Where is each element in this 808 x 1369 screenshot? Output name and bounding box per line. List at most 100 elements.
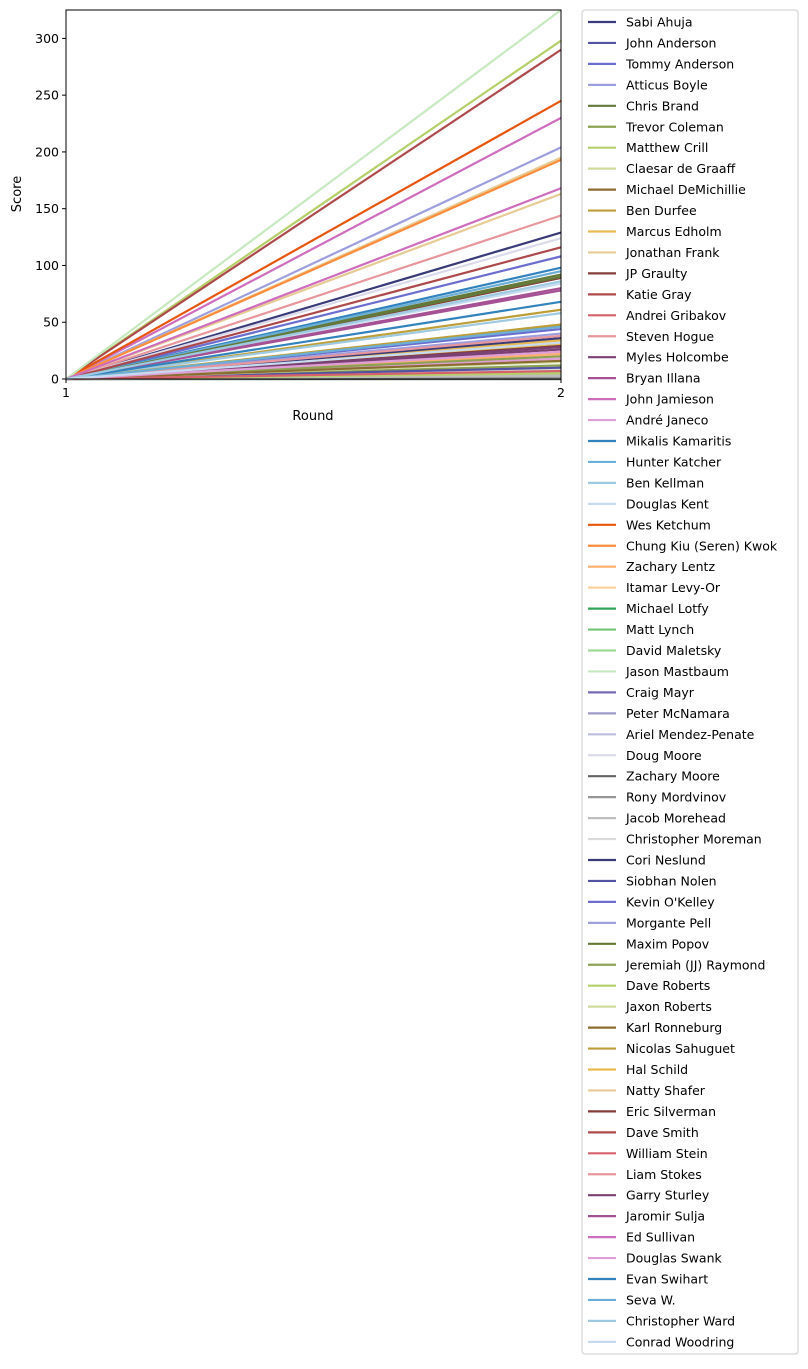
series-line <box>65 9 562 380</box>
legend-entry: Evan Swihart <box>588 1272 708 1287</box>
legend-entry: Peter McNamara <box>588 706 730 721</box>
series-line <box>65 312 562 381</box>
legend: Sabi Ahuja John Anderson Tommy Anderson Att… <box>581 9 799 1355</box>
legend-entry: Hal Schild <box>588 1062 688 1077</box>
legend-entry: Jaxon Roberts <box>588 999 712 1014</box>
legend-entry: Douglas Kent <box>588 496 709 511</box>
x-axis-label: Round <box>292 409 333 424</box>
legend-entry: Itamar Levy-Or <box>588 580 721 595</box>
legend-label: Peter McNamara <box>626 706 730 721</box>
legend-label: Siobhan Nolen <box>626 873 717 888</box>
legend-label: JP Graulty <box>625 266 688 281</box>
legend-label: Morgante Pell <box>626 915 711 930</box>
legend-entry: Sabi Ahuja <box>588 15 693 30</box>
legend-label: Liam Stokes <box>626 1167 702 1182</box>
legend-label: Zachary Moore <box>626 769 720 784</box>
legend-entry: Craig Mayr <box>588 685 695 700</box>
legend-entry: Christopher Ward <box>588 1313 735 1328</box>
legend-label: John Jamieson <box>625 392 714 407</box>
legend-label: Claesar de Graaff <box>626 161 736 176</box>
legend-label: Trevor Coleman <box>625 119 724 134</box>
legend-entry: Liam Stokes <box>588 1167 702 1182</box>
series-line <box>65 287 562 381</box>
legend-entry: Bryan Illana <box>588 371 701 386</box>
legend-frame <box>581 9 799 1355</box>
legend-entry: André Janeco <box>588 413 708 428</box>
legend-entry: Chung Kiu (Seren) Kwok <box>588 538 778 553</box>
x-tick-label: 1 <box>62 385 70 400</box>
legend-label: Bryan Illana <box>626 371 701 386</box>
legend-label: André Janeco <box>626 413 708 428</box>
series-line <box>65 99 562 380</box>
legend-entry: Siobhan Nolen <box>588 873 717 888</box>
series-line <box>65 158 562 381</box>
legend-entry: Wes Ketchum <box>588 517 711 532</box>
legend-label: Eric Silverman <box>626 1104 716 1119</box>
y-tick-label: 250 <box>35 88 59 103</box>
legend-entry: Mikalis Kamaritis <box>588 434 731 449</box>
legend-entry: Tommy Anderson <box>588 56 734 71</box>
legend-entry: Matthew Crill <box>588 140 708 155</box>
series-line <box>65 280 562 381</box>
legend-label: Dave Smith <box>626 1125 699 1140</box>
legend-entry: Ben Kellman <box>588 475 704 490</box>
legend-entry: Jaromir Sulja <box>588 1209 705 1224</box>
legend-entry: Ariel Mendez-Penate <box>588 727 755 742</box>
legend-label: Chris Brand <box>626 98 699 113</box>
legend-entry: Matt Lynch <box>588 622 694 637</box>
legend-label: Zachary Lentz <box>626 559 715 574</box>
legend-label: Seva W. <box>626 1292 676 1307</box>
legend-label: Matt Lynch <box>626 622 694 637</box>
legend-label: Maxim Popov <box>626 936 710 951</box>
legend-label: Jaromir Sulja <box>625 1209 705 1224</box>
legend-entry: Marcus Edholm <box>588 224 722 239</box>
legend-label: Katie Gray <box>626 287 692 302</box>
legend-label: Cori Neslund <box>626 853 706 868</box>
legend-label: Michael Lotfy <box>626 601 709 616</box>
legend-label: Tommy Anderson <box>625 56 734 71</box>
legend-label: Christopher Moreman <box>626 832 762 847</box>
series-line <box>65 369 562 381</box>
legend-label: Steven Hogue <box>626 329 714 344</box>
legend-label: Dave Roberts <box>626 978 710 993</box>
legend-label: Mikalis Kamaritis <box>626 434 731 449</box>
y-tick-label: 100 <box>35 258 59 273</box>
legend-label: Ben Kellman <box>626 475 704 490</box>
legend-label: Myles Holcombe <box>626 350 729 365</box>
legend-label: Wes Ketchum <box>626 517 711 532</box>
x-tick-label: 2 <box>557 385 565 400</box>
legend-entry: Maxim Popov <box>588 936 710 951</box>
legend-entry: Cori Neslund <box>588 853 706 868</box>
series-line <box>65 325 562 381</box>
y-tick-label: 50 <box>43 315 59 330</box>
legend-entry: Natty Shafer <box>588 1083 706 1098</box>
series-line <box>65 359 562 381</box>
legend-label: Jacob Morehead <box>625 811 726 826</box>
legend-label: Jason Mastbaum <box>625 664 729 679</box>
legend-entry: Myles Holcombe <box>588 350 729 365</box>
series-line <box>65 187 562 381</box>
legend-entry: Trevor Coleman <box>588 119 724 134</box>
legend-label: Atticus Boyle <box>626 77 708 92</box>
legend-label: Ben Durfee <box>626 203 697 218</box>
legend-entry: Eric Silverman <box>588 1104 716 1119</box>
legend-entry: Claesar de Graaff <box>588 161 736 176</box>
legend-entry: William Stein <box>588 1146 708 1161</box>
legend-label: Hal Schild <box>626 1062 688 1077</box>
legend-label: Matthew Crill <box>626 140 708 155</box>
legend-entry: John Anderson <box>588 35 716 50</box>
series-line <box>65 146 562 380</box>
legend-entry: Atticus Boyle <box>588 77 708 92</box>
legend-entry: Dave Smith <box>588 1125 699 1140</box>
series-line <box>65 116 562 380</box>
y-tick-label: 200 <box>35 144 59 159</box>
legend-label: Hunter Katcher <box>626 454 722 469</box>
legend-label: Chung Kiu (Seren) Kwok <box>626 538 778 553</box>
series-line <box>65 48 562 380</box>
legend-entry: Seva W. <box>588 1292 676 1307</box>
plot-frame <box>65 9 562 380</box>
legend-entry: Karl Ronneburg <box>588 1020 722 1035</box>
legend-label: Jeremiah (JJ) Raymond <box>625 957 765 972</box>
legend-entry: David Maletsky <box>588 643 722 658</box>
